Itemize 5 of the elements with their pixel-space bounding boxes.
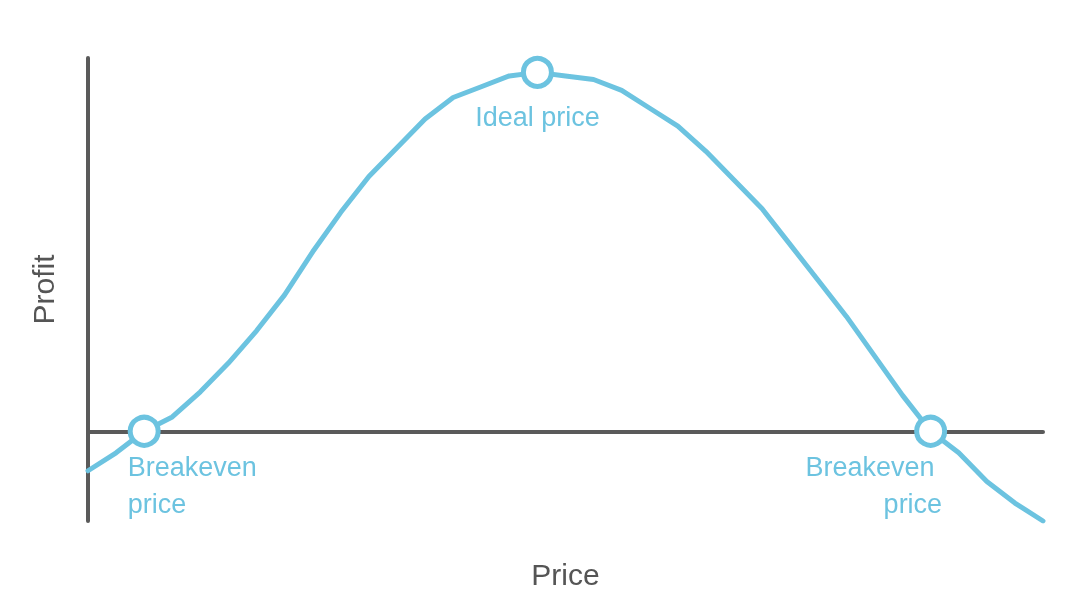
annotation: Breakeven price [127, 452, 265, 520]
annotation: Breakeven price [805, 452, 943, 520]
annotation: Ideal price [475, 102, 600, 133]
y-axis-title: Profit [26, 253, 60, 325]
x-axis-title: Price [531, 557, 600, 591]
